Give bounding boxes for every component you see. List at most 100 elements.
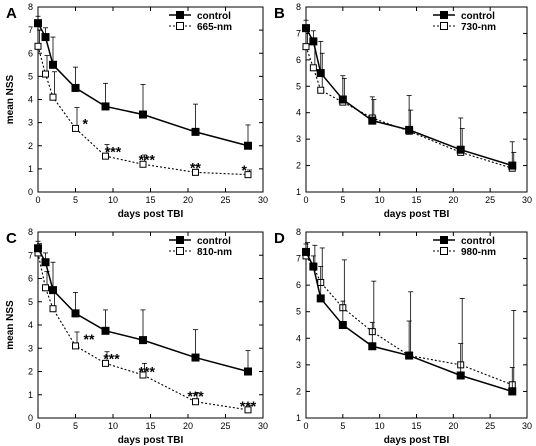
data-point (49, 286, 57, 295)
x-tick-label: 25 (485, 421, 495, 431)
data-point (338, 321, 347, 329)
x-tick-label: 15 (145, 195, 155, 205)
data-point (139, 336, 147, 345)
significance-marker: * (83, 116, 89, 132)
legend-marker (440, 236, 448, 244)
data-point (34, 244, 42, 253)
data-point (508, 161, 517, 170)
chart-panel-b: B 0 5 10 15 20 25 30 1 2 3 4 5 6 7 8 days post TBI contro… (274, 2, 532, 220)
x-axis-label: days post TBI (118, 435, 184, 446)
legend-label: 665-nm (197, 22, 232, 33)
data-point (316, 294, 325, 303)
y-tick-label: 2 (296, 386, 301, 396)
panel-label: A (6, 5, 17, 22)
legend-marker (176, 247, 184, 255)
x-tick-label: 0 (303, 195, 308, 205)
data-point (244, 406, 252, 414)
data-point (102, 152, 109, 160)
significance-marker: *** (139, 151, 156, 167)
x-tick-label: 5 (340, 195, 345, 205)
y-tick-label: 5 (296, 81, 301, 91)
legend-marker (440, 11, 448, 19)
data-point (192, 168, 199, 176)
y-tick-label: 3 (28, 343, 33, 353)
y-tick-label: 3 (296, 360, 301, 370)
data-point (72, 342, 79, 350)
legend-label: control (197, 236, 231, 247)
legend-marker (440, 22, 448, 30)
y-axis-label: mean NSS (5, 74, 16, 124)
data-point (49, 305, 57, 313)
y-tick-label: 0 (28, 187, 33, 197)
series-line (305, 255, 513, 386)
y-tick-label: 0 (28, 413, 33, 423)
x-tick-label: 10 (108, 195, 118, 205)
data-point (139, 160, 147, 168)
x-tick-label: 5 (340, 421, 345, 431)
y-tick-label: 7 (296, 254, 301, 264)
significance-marker: ** (84, 331, 95, 347)
x-tick-label: 0 (35, 421, 40, 431)
legend-label: control (461, 11, 495, 22)
legend-entry: 730-nm (433, 22, 496, 33)
data-point (244, 171, 252, 179)
y-tick-label: 6 (28, 274, 33, 284)
legend-marker (176, 22, 184, 30)
legend-marker (176, 236, 184, 244)
data-point (71, 309, 80, 318)
x-axis-label: days post TBI (118, 209, 184, 220)
series-line (37, 247, 249, 373)
y-tick-label: 4 (296, 333, 301, 343)
y-tick-label: 1 (296, 187, 301, 197)
x-tick-label: 30 (258, 195, 268, 205)
x-tick-label: 0 (303, 421, 308, 431)
y-tick-label: 5 (28, 71, 33, 81)
data-point (191, 353, 200, 362)
y-tick-label: 8 (296, 2, 301, 12)
x-tick-label: 30 (522, 195, 532, 205)
chart-panel-a: A 0 5 10 15 20 25 30 0 1 2 3 4 5 6 7 8 days post TBI mean … (5, 2, 268, 220)
significance-marker: *** (139, 363, 156, 379)
series-line (37, 46, 249, 176)
y-tick-label: 2 (296, 161, 301, 171)
legend-entry: 810-nm (169, 247, 232, 258)
x-axis-label: days post TBI (384, 209, 450, 220)
series-control (34, 15, 252, 150)
legend-label: 980-nm (461, 247, 496, 258)
series-810-nm (34, 243, 252, 414)
data-point (41, 258, 50, 267)
data-point (192, 398, 199, 406)
data-point (41, 33, 50, 42)
legend-label: control (197, 11, 231, 22)
data-point (101, 102, 110, 111)
series-line (305, 27, 513, 167)
x-tick-label: 20 (448, 195, 458, 205)
x-tick-label: 15 (411, 421, 421, 431)
legend-entry: 665-nm (169, 22, 232, 33)
legend-entry: control (169, 236, 231, 247)
data-point (72, 124, 79, 132)
chart-panel-c: C 0 5 10 15 20 25 30 0 1 2 3 4 5 6 7 8 days post TBI mean … (5, 227, 268, 446)
y-tick-label: 1 (28, 164, 33, 174)
series-control (34, 240, 252, 376)
legend-marker (440, 247, 448, 255)
significance-marker: *** (187, 388, 204, 404)
y-tick-label: 4 (28, 95, 33, 105)
legend-marker (176, 11, 184, 19)
y-tick-label: 4 (28, 320, 33, 330)
x-tick-label: 25 (485, 195, 495, 205)
data-point (309, 262, 318, 271)
significance-marker: *** (103, 351, 120, 367)
significance-marker: *** (105, 143, 122, 159)
legend-entry: control (169, 11, 231, 22)
data-point (302, 247, 310, 256)
series-control (302, 243, 517, 396)
x-tick-label: 5 (73, 421, 78, 431)
x-tick-label: 20 (183, 421, 193, 431)
legend-label: control (461, 236, 495, 247)
data-point (34, 19, 42, 28)
x-tick-label: 25 (220, 195, 230, 205)
data-point (368, 342, 377, 351)
legend-entry: control (433, 236, 495, 247)
